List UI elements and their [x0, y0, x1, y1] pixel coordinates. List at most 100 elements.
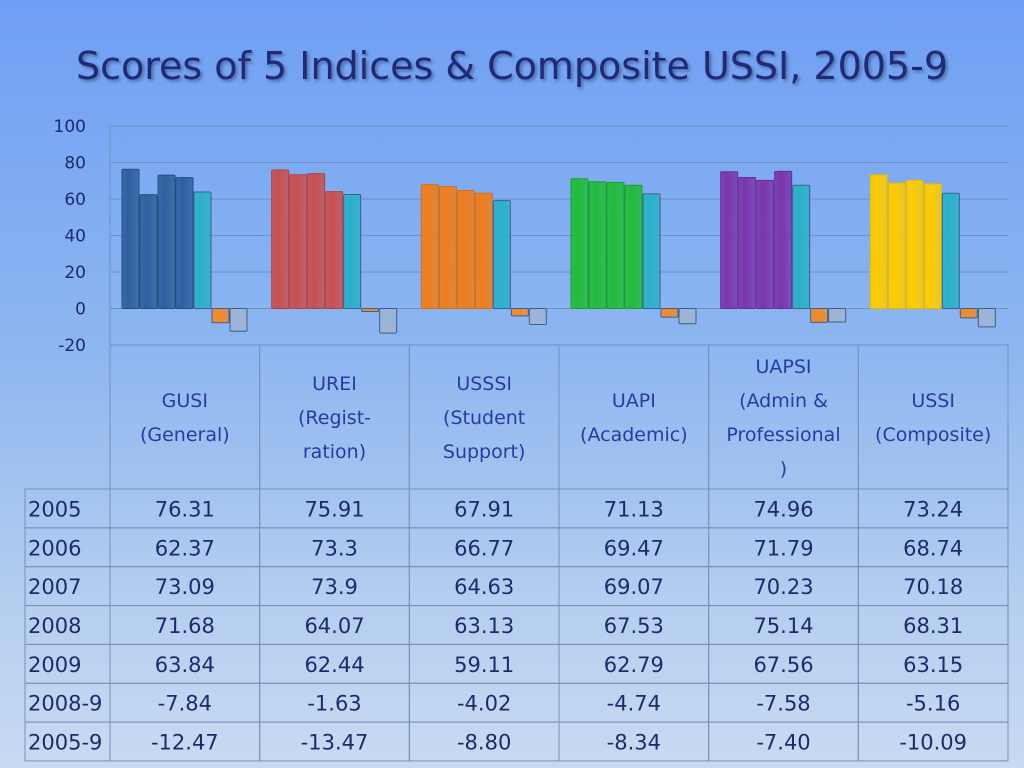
- bar-2005-9-uapsi: [828, 308, 847, 323]
- category-label: GUSI: [162, 390, 208, 412]
- bar-2009-gusi: [193, 191, 212, 310]
- category-label: Support): [443, 441, 526, 463]
- data-value: -5.16: [906, 692, 960, 716]
- row-label: 2008: [28, 614, 81, 638]
- data-value: 71.13: [604, 497, 664, 521]
- bar-2005-9-urei: [379, 308, 398, 334]
- data-value: 71.79: [753, 536, 813, 560]
- row-label: 2008-9: [28, 692, 102, 716]
- y-tick-label: 20: [64, 263, 86, 283]
- row-label: 2005-9: [28, 731, 102, 755]
- bar-2007-uapsi: [756, 179, 775, 309]
- bar-2008-9-gusi: [211, 308, 230, 324]
- data-value: 64.63: [454, 575, 514, 599]
- category-label: UAPSI: [755, 356, 811, 378]
- bar-2009-ussi: [941, 192, 960, 309]
- data-value: 74.96: [753, 497, 813, 521]
- data-value: 75.14: [753, 614, 813, 638]
- data-value: 70.23: [753, 575, 813, 599]
- bar-2005-9-ussi: [977, 308, 996, 328]
- category-label: UAPI: [612, 390, 656, 412]
- row-label: 2007: [28, 575, 81, 599]
- bar-2009-usssi: [492, 200, 511, 309]
- bar-2005-9-uapi: [678, 308, 697, 325]
- category-label: ): [780, 458, 787, 480]
- bar-2009-uapi: [642, 193, 661, 309]
- data-value: 59.11: [454, 653, 514, 677]
- data-value: 62.79: [604, 653, 664, 677]
- data-value: -8.80: [457, 731, 511, 755]
- data-value: 62.37: [155, 536, 215, 560]
- header-cell: [558, 344, 710, 490]
- bar-2005-urei: [271, 169, 290, 309]
- data-value: -4.74: [607, 692, 661, 716]
- data-value: 63.15: [903, 653, 963, 677]
- bar-2006-uapi: [588, 181, 607, 310]
- data-value: 67.91: [454, 497, 514, 521]
- bar-2008-uapi: [624, 184, 643, 309]
- bar-2007-uapi: [606, 181, 625, 309]
- bar-2009-urei: [343, 194, 362, 309]
- bar-2006-gusi: [139, 194, 158, 309]
- bar-2008-9-uapi: [660, 308, 679, 318]
- category-label: Professional: [726, 424, 840, 446]
- data-value: 68.31: [903, 614, 963, 638]
- data-value: -7.58: [756, 692, 810, 716]
- data-value: -13.47: [301, 731, 369, 755]
- bar-2008-ussi: [923, 183, 942, 309]
- category-label: ration): [303, 441, 366, 463]
- data-value: -4.02: [457, 692, 511, 716]
- bar-2007-ussi: [905, 179, 924, 309]
- bar-2008-9-uapsi: [810, 308, 829, 323]
- data-value: 69.47: [604, 536, 664, 560]
- category-label: (Student: [443, 407, 525, 429]
- bar-2005-9-usssi: [528, 308, 547, 326]
- data-value: -10.09: [899, 731, 967, 755]
- y-tick-label: 100: [54, 117, 86, 137]
- data-value: 70.18: [903, 575, 963, 599]
- table-cell: [857, 721, 1009, 762]
- category-label: (Regist-: [298, 407, 371, 429]
- data-value: 68.74: [903, 536, 963, 560]
- category-label: UREI: [312, 373, 357, 395]
- data-value: 73.3: [311, 536, 358, 560]
- data-value: 76.31: [155, 497, 215, 521]
- bar-2006-uapsi: [738, 176, 757, 309]
- bar-2006-urei: [289, 174, 308, 309]
- category-label: (Academic): [580, 424, 688, 446]
- data-value: 64.07: [304, 614, 364, 638]
- bar-2007-urei: [307, 173, 326, 309]
- bar-2006-usssi: [438, 186, 457, 309]
- row-label: 2006: [28, 536, 81, 560]
- bar-2005-uapsi: [720, 171, 739, 309]
- y-tick-label: -20: [58, 336, 86, 356]
- header-cell: [857, 344, 1009, 490]
- data-value: 71.68: [155, 614, 215, 638]
- header-cell: [109, 344, 261, 490]
- data-value: 73.09: [155, 575, 215, 599]
- category-label: USSI: [911, 390, 955, 412]
- data-value: 73.24: [903, 497, 963, 521]
- bar-2005-9-gusi: [229, 308, 248, 332]
- category-label: (Composite): [875, 424, 991, 446]
- bar-2005-gusi: [121, 168, 140, 309]
- data-value: 63.13: [454, 614, 514, 638]
- data-value: -8.34: [607, 731, 661, 755]
- data-value: 66.77: [454, 536, 514, 560]
- bar-2005-uapi: [570, 178, 589, 309]
- y-tick-label: 0: [75, 300, 86, 320]
- category-label: (Admin &: [739, 390, 828, 412]
- bar-2008-9-urei: [361, 308, 380, 312]
- bar-2008-uapsi: [774, 170, 793, 309]
- bar-2008-usssi: [474, 192, 493, 309]
- bar-2007-gusi: [157, 174, 176, 309]
- bar-2006-ussi: [887, 182, 906, 309]
- data-value: 67.56: [753, 653, 813, 677]
- category-label: USSSI: [456, 373, 512, 395]
- bar-2005-ussi: [869, 174, 888, 309]
- data-value: 69.07: [604, 575, 664, 599]
- bar-2008-9-usssi: [510, 308, 529, 317]
- bar-2008-urei: [325, 191, 344, 309]
- y-tick-label: 40: [64, 227, 86, 247]
